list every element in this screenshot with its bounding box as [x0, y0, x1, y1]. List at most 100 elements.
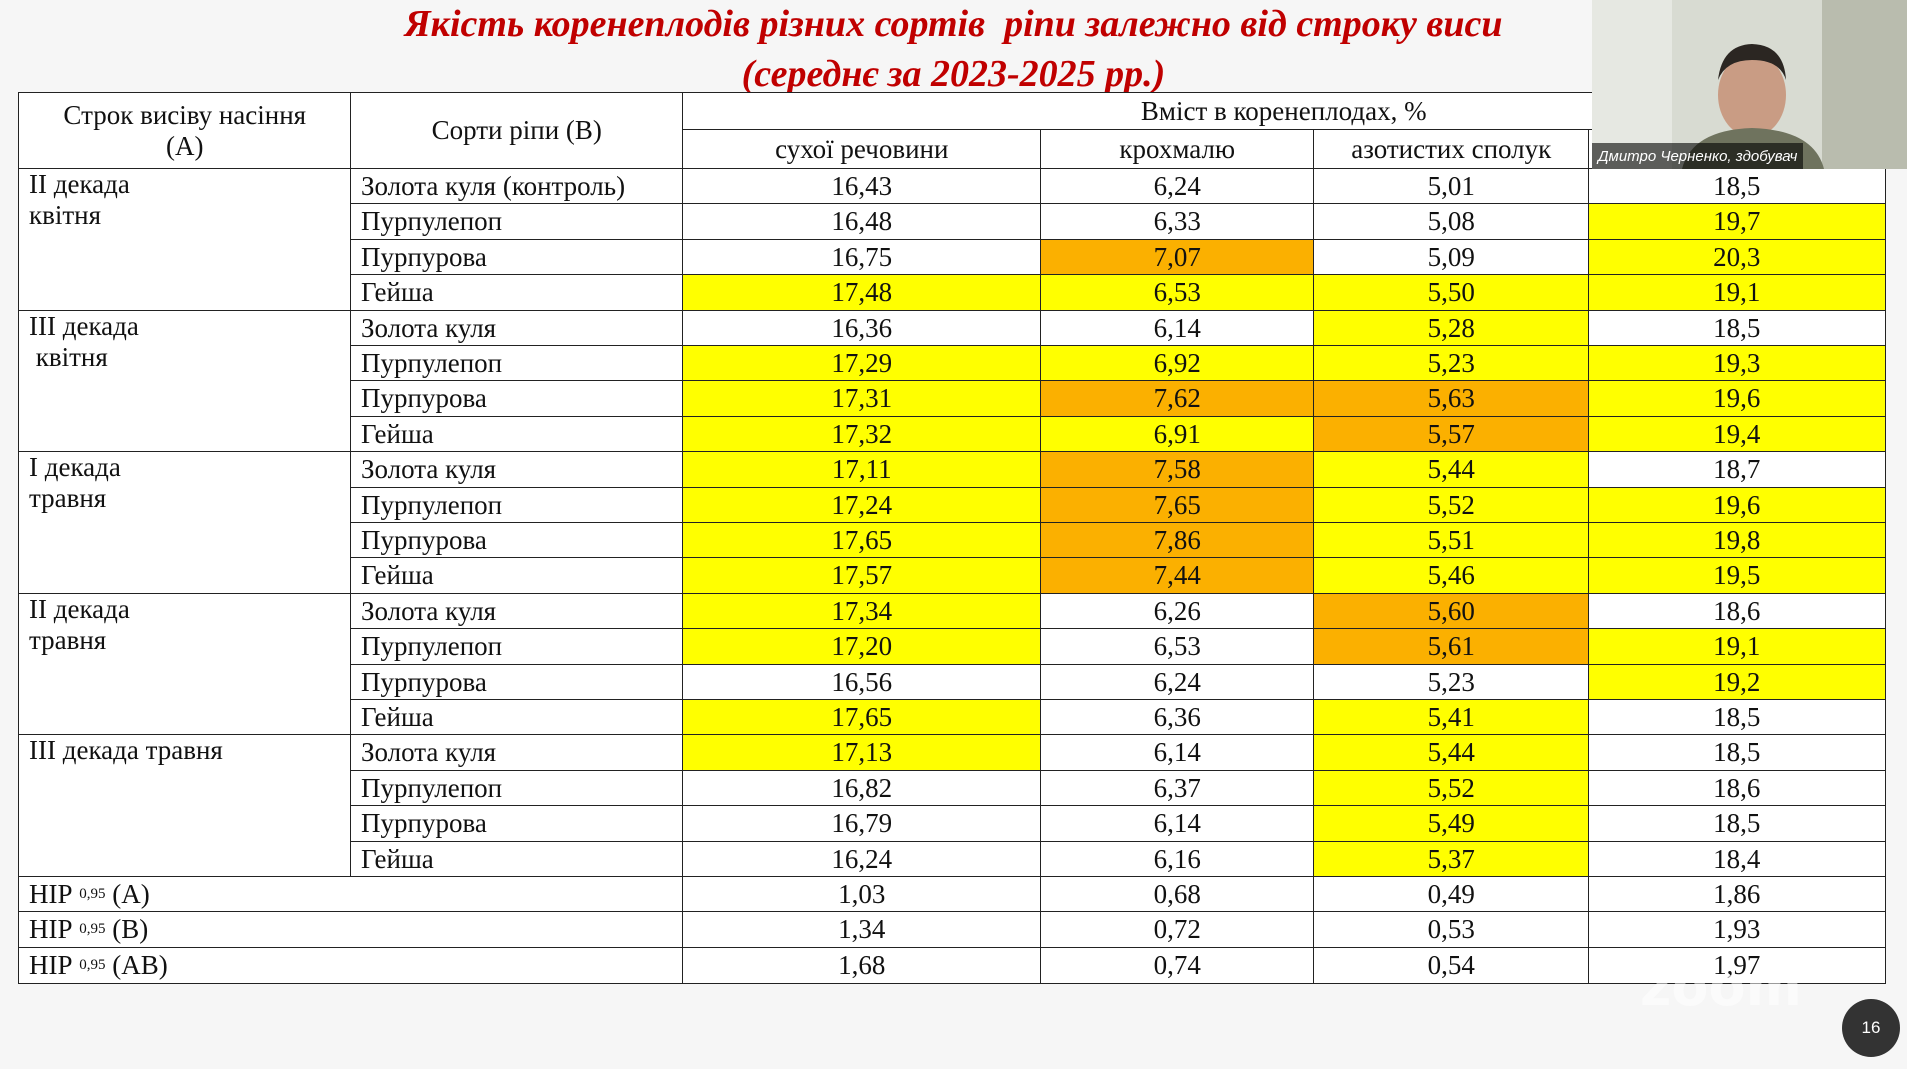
value-cell: 17,32 [682, 415, 1042, 453]
value-cell: 5,37 [1313, 840, 1590, 878]
value-cell: 5,50 [1313, 274, 1590, 312]
group-cell: ІІІ декада квітня [18, 309, 352, 453]
variety-cell: Золота куля [350, 734, 684, 772]
nir-value: 0,49 [1313, 876, 1590, 913]
variety-cell: Пурпулепоп [350, 345, 684, 382]
subheader: азотистих сполук [1313, 129, 1590, 170]
value-cell: 16,48 [682, 203, 1042, 241]
value-cell: 19,7 [1588, 203, 1886, 241]
value-cell: 17,48 [682, 274, 1042, 312]
nir-subscript: 0,95 [79, 956, 106, 973]
group-line: квітня [29, 200, 102, 230]
nir-label: НІР 0,95 (АВ) [18, 946, 684, 984]
value-cell: 16,75 [682, 238, 1042, 276]
value-cell: 5,60 [1313, 592, 1590, 630]
value-cell: 6,92 [1040, 345, 1315, 382]
nir-value: 0,53 [1313, 911, 1590, 949]
value-cell: 6,53 [1040, 274, 1315, 312]
value-cell: 5,61 [1313, 628, 1590, 666]
value-cell: 6,33 [1040, 203, 1315, 241]
value-cell: 17,11 [682, 451, 1042, 489]
variety-cell: Пурпурова [350, 663, 684, 701]
nir-name: НІР [29, 878, 73, 909]
variety-cell: Золота куля [350, 309, 684, 347]
variety-cell: Пурпурова [350, 380, 684, 418]
variety-cell: Пурпулепоп [350, 628, 684, 666]
variety-cell: Гейша [350, 274, 684, 312]
value-cell: 5,23 [1313, 345, 1590, 382]
subheader: сухої речовини [682, 129, 1042, 170]
nir-subscript: 0,95 [79, 921, 106, 938]
value-cell: 6,16 [1040, 840, 1315, 878]
nir-value: 0,72 [1040, 911, 1315, 949]
value-cell: 5,41 [1313, 699, 1590, 736]
value-cell: 19,6 [1588, 486, 1886, 524]
value-cell: 5,23 [1313, 663, 1590, 701]
nir-value: 1,68 [682, 946, 1042, 984]
variety-cell: Гейша [350, 415, 684, 453]
value-cell: 17,20 [682, 628, 1042, 666]
value-cell: 6,14 [1040, 805, 1315, 843]
group-line: І декада [29, 452, 121, 483]
nir-value: 1,93 [1588, 911, 1886, 949]
value-cell: 19,2 [1588, 663, 1886, 701]
nir-suffix: (АВ) [112, 949, 168, 980]
variety-cell: Золота куля [350, 451, 684, 489]
value-cell: 17,24 [682, 486, 1042, 524]
nir-name: НІР [29, 914, 73, 945]
value-cell: 16,43 [682, 168, 1042, 205]
nir-value: 0,74 [1040, 946, 1315, 984]
value-cell: 6,14 [1040, 309, 1315, 347]
variety-cell: Пурпурова [350, 522, 684, 559]
group-line: ІІІ декада травня [29, 735, 223, 766]
value-cell: 17,65 [682, 699, 1042, 736]
nir-suffix: (В) [112, 914, 149, 945]
value-cell: 5,52 [1313, 486, 1590, 524]
group-line: ІІІ декада [29, 310, 139, 341]
value-cell: 5,63 [1313, 380, 1590, 418]
value-cell: 7,44 [1040, 557, 1315, 595]
group-line: ІІ декада [29, 593, 130, 624]
value-cell: 5,08 [1313, 203, 1590, 241]
variety-cell: Гейша [350, 840, 684, 878]
value-cell: 17,34 [682, 592, 1042, 630]
value-cell: 7,07 [1040, 238, 1315, 276]
value-cell: 19,8 [1588, 522, 1886, 559]
value-cell: 7,62 [1040, 380, 1315, 418]
slide-subtitle: (середнє за 2023-2025 рр.) [741, 53, 1166, 95]
value-cell: 18,5 [1588, 699, 1886, 736]
group-cell: ІІ декада травня [18, 592, 352, 736]
value-cell: 6,91 [1040, 415, 1315, 453]
nir-label: НІР 0,95 (В) [18, 911, 684, 949]
group-line: травня [29, 624, 107, 655]
value-cell: 19,5 [1588, 557, 1886, 595]
variety-cell: Золота куля [350, 592, 684, 630]
value-cell: 5,44 [1313, 451, 1590, 489]
variety-cell: Пурпулепоп [350, 769, 684, 807]
nir-suffix: (А) [112, 878, 150, 909]
value-cell: 18,6 [1588, 592, 1886, 630]
nir-value: 0,54 [1313, 946, 1590, 984]
nir-label: НІР 0,95 (А) [18, 876, 684, 913]
group-cell: І декада травня [18, 451, 352, 595]
variety-cell: Золота куля (контроль) [350, 168, 684, 205]
value-cell: 20,3 [1588, 238, 1886, 276]
slide-title: Якість коренеплодів різних сортів ріпи з… [404, 3, 1503, 45]
video-tile[interactable]: Дмитро Черненко, здобувач [1592, 0, 1907, 169]
nir-value: 1,97 [1588, 946, 1886, 984]
value-cell: 18,5 [1588, 309, 1886, 347]
value-cell: 6,36 [1040, 699, 1315, 736]
value-cell: 5,46 [1313, 557, 1590, 595]
nir-value: 1,34 [682, 911, 1042, 949]
group-line: травня [29, 483, 107, 514]
value-cell: 16,79 [682, 805, 1042, 843]
value-cell: 16,36 [682, 309, 1042, 347]
page-number[interactable]: 16 [1842, 999, 1900, 1057]
value-cell: 6,37 [1040, 769, 1315, 807]
value-cell: 18,7 [1588, 451, 1886, 489]
value-cell: 5,51 [1313, 522, 1590, 559]
value-cell: 6,53 [1040, 628, 1315, 666]
nir-name: НІР [29, 949, 73, 980]
